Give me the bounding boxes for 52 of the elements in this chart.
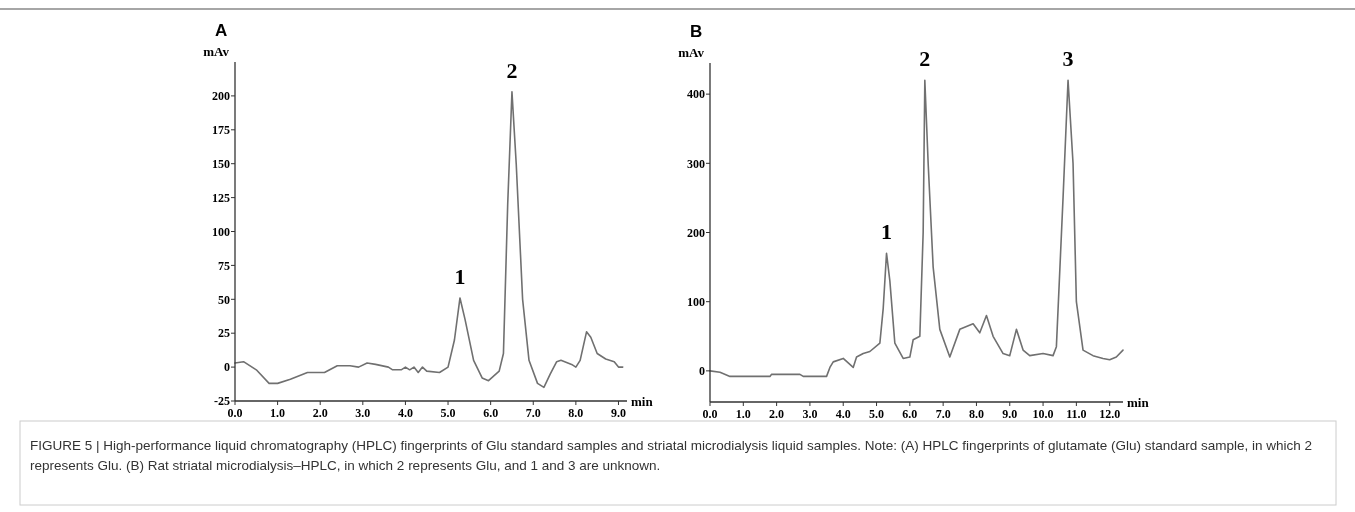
- x-tick-label: 3.0: [355, 406, 371, 420]
- y-tick-label: 100: [212, 224, 230, 239]
- y-axis-title: mAv: [678, 45, 705, 60]
- y-tick-label: 75: [218, 258, 230, 273]
- x-tick-label: 7.0: [935, 407, 951, 421]
- annotation: 2: [506, 57, 518, 83]
- line-series: [234, 91, 624, 389]
- x-tick-label: 8.0: [568, 406, 584, 420]
- x-tick-label: 10.0: [1032, 407, 1054, 421]
- y-tick-label: 125: [212, 190, 230, 205]
- annotation: 3: [1062, 46, 1074, 72]
- y-tick-label: 300: [687, 156, 705, 171]
- x-tick-label: 6.0: [902, 407, 918, 421]
- annotation: 2: [919, 46, 931, 72]
- x-axis-title: min: [1127, 395, 1150, 410]
- y-tick-label: 50: [218, 292, 230, 307]
- y-tick-label: 25: [218, 326, 230, 341]
- x-tick-label: 9.0: [1002, 407, 1018, 421]
- x-tick-label: 5.0: [440, 406, 456, 420]
- y-tick-label: 0: [699, 364, 705, 379]
- annotation: 1: [454, 263, 466, 289]
- chart-title: A: [215, 21, 228, 40]
- x-tick-label: 6.0: [483, 406, 499, 420]
- y-tick-label: 175: [212, 123, 230, 137]
- y-tick-label: 200: [212, 89, 230, 104]
- x-tick-label: 4.0: [397, 406, 413, 420]
- x-tick-label: 2.0: [312, 406, 328, 420]
- x-tick-label: 1.0: [270, 406, 286, 420]
- y-tick-label: 0: [224, 360, 230, 375]
- x-tick-label: 0.0: [702, 407, 718, 421]
- x-tick-label: 4.0: [835, 407, 851, 421]
- y-tick-label: -25: [214, 394, 230, 409]
- caption: FIGURE 5 | High-performance liquid chromatography (HPLC) fingerprints of Glu standard samples and striatal microdialysis liquid samples. Note: (A) HPLC fingerprints of glutamate (Glu) standard sample, in which 2 represents Glu. (B) Rat striatal microdialysis–HPLC, in which 2 represents Glu, and 1 and 3 are unknown.: [30, 437, 1314, 475]
- x-tick-label: 3.0: [802, 407, 818, 421]
- y-tick-label: 150: [212, 156, 230, 171]
- y-tick-label: 200: [687, 225, 705, 240]
- annotation: 1: [881, 219, 893, 245]
- x-tick-label: 12.0: [1099, 407, 1121, 421]
- y-axis-title: mAv: [203, 44, 230, 59]
- x-tick-label: 5.0: [869, 407, 885, 421]
- x-tick-label: 2.0: [769, 407, 785, 421]
- chart-title: B: [690, 22, 703, 41]
- y-tick-label: 100: [687, 294, 705, 309]
- line-series: [709, 79, 1124, 378]
- x-axis-title: min: [631, 394, 654, 409]
- x-tick-label: 0.0: [227, 406, 243, 420]
- x-tick-label: 1.0: [735, 407, 751, 421]
- x-tick-label: 8.0: [968, 407, 984, 421]
- x-tick-label: 7.0: [525, 406, 541, 420]
- y-tick-label: 400: [687, 87, 705, 102]
- x-tick-label: 11.0: [1066, 407, 1087, 421]
- x-tick-label: 9.0: [610, 406, 626, 420]
